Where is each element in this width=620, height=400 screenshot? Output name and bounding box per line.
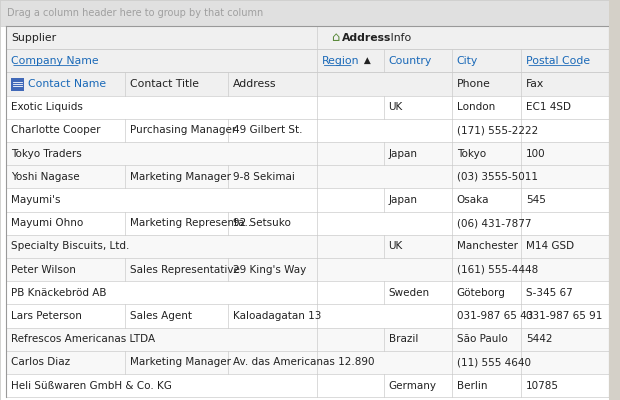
Text: UK: UK [389,102,403,112]
Bar [6,235,609,258]
Bar [6,96,609,119]
Text: (161) 555-4448: (161) 555-4448 [457,265,538,275]
Bar [6,72,609,96]
Text: Marketing Representa...: Marketing Representa... [130,218,254,228]
Bar [6,165,609,188]
Text: Specialty Biscuits, Ltd.: Specialty Biscuits, Ltd. [11,242,130,252]
Bar [6,212,609,235]
Text: Exotic Liquids: Exotic Liquids [11,102,83,112]
Text: City: City [457,56,478,66]
Text: 100: 100 [526,149,546,159]
Text: (171) 555-2222: (171) 555-2222 [457,126,538,136]
Text: Address: Address [233,79,277,89]
Text: Region: Region [322,56,359,66]
Text: Manchester: Manchester [457,242,518,252]
Text: Refrescos Americanas LTDA: Refrescos Americanas LTDA [11,334,155,344]
Text: Marketing Manager: Marketing Manager [130,358,231,368]
Text: Purchasing Manager: Purchasing Manager [130,126,236,136]
Text: London: London [457,102,495,112]
Text: Fax: Fax [526,79,544,89]
Text: 031-987 65 43: 031-987 65 43 [457,311,533,321]
Text: 92 Setsuko: 92 Setsuko [233,218,291,228]
Text: Phone: Phone [457,79,490,89]
Text: ▲: ▲ [361,56,371,65]
Text: Osaka: Osaka [457,195,489,205]
Text: (03) 3555-5011: (03) 3555-5011 [457,172,538,182]
Text: Japan: Japan [389,195,417,205]
Bar [317,49,408,72]
Bar [384,49,475,72]
Text: 5442: 5442 [526,334,552,344]
FancyBboxPatch shape [11,78,24,91]
Bar [6,258,609,281]
Bar [6,351,609,374]
Text: Contact Title: Contact Title [130,79,199,89]
Text: Sales Representative: Sales Representative [130,265,239,275]
Text: Sweden: Sweden [389,288,430,298]
Bar [317,26,609,49]
Text: 10785: 10785 [526,381,559,391]
Text: Address: Address [342,32,392,42]
Bar [6,49,317,72]
Text: São Paulo: São Paulo [457,334,508,344]
FancyBboxPatch shape [0,0,609,26]
Text: Marketing Manager: Marketing Manager [130,172,231,182]
Text: Yoshi Nagase: Yoshi Nagase [11,172,79,182]
Text: Contact Name: Contact Name [28,79,106,89]
Text: Av. das Americanas 12.890: Av. das Americanas 12.890 [233,358,374,368]
Text: Berlin: Berlin [457,381,487,391]
Text: Carlos Diaz: Carlos Diaz [11,358,70,368]
Bar [6,281,609,304]
Bar [452,49,543,72]
Text: Supplier: Supplier [11,32,56,42]
Text: Drag a column header here to group by that column: Drag a column header here to group by th… [7,8,264,18]
Text: UK: UK [389,242,403,252]
Text: Charlotte Cooper: Charlotte Cooper [11,126,100,136]
Text: Mayumi Ohno: Mayumi Ohno [11,218,83,228]
Text: Lars Peterson: Lars Peterson [11,311,82,321]
Text: Heli Süßwaren GmbH & Co. KG: Heli Süßwaren GmbH & Co. KG [11,381,172,391]
Text: (11) 555 4640: (11) 555 4640 [457,358,531,368]
Text: S-345 67: S-345 67 [526,288,573,298]
Text: 545: 545 [526,195,546,205]
Text: Japan: Japan [389,149,417,159]
Text: Sales Agent: Sales Agent [130,311,192,321]
Text: Country: Country [389,56,432,66]
Bar [6,26,317,49]
Bar [6,119,609,142]
Text: Info: Info [387,32,411,42]
Text: Company Name: Company Name [11,56,99,66]
Text: Tokyo Traders: Tokyo Traders [11,149,82,159]
Text: 9-8 Sekimai: 9-8 Sekimai [233,172,295,182]
Bar [521,49,609,72]
Text: EC1 4SD: EC1 4SD [526,102,571,112]
Text: 031-987 65 91: 031-987 65 91 [526,311,603,321]
Text: Brazil: Brazil [389,334,418,344]
Text: M14 GSD: M14 GSD [526,242,574,252]
Text: PB Knäckebröd AB: PB Knäckebröd AB [11,288,107,298]
Text: Mayumi's: Mayumi's [11,195,61,205]
Text: 49 Gilbert St.: 49 Gilbert St. [233,126,303,136]
Text: Tokyo: Tokyo [457,149,486,159]
Text: 29 King's Way: 29 King's Way [233,265,306,275]
Bar [6,142,609,165]
Text: Kaloadagatan 13: Kaloadagatan 13 [233,311,322,321]
Text: Germany: Germany [389,381,436,391]
Bar [6,188,609,212]
Bar [6,374,609,397]
Text: Postal Code: Postal Code [526,56,590,66]
Text: Peter Wilson: Peter Wilson [11,265,76,275]
Bar [6,304,609,328]
Text: (06) 431-7877: (06) 431-7877 [457,218,531,228]
Text: Göteborg: Göteborg [457,288,505,298]
Text: ⌂: ⌂ [331,31,340,44]
Bar [6,328,609,351]
